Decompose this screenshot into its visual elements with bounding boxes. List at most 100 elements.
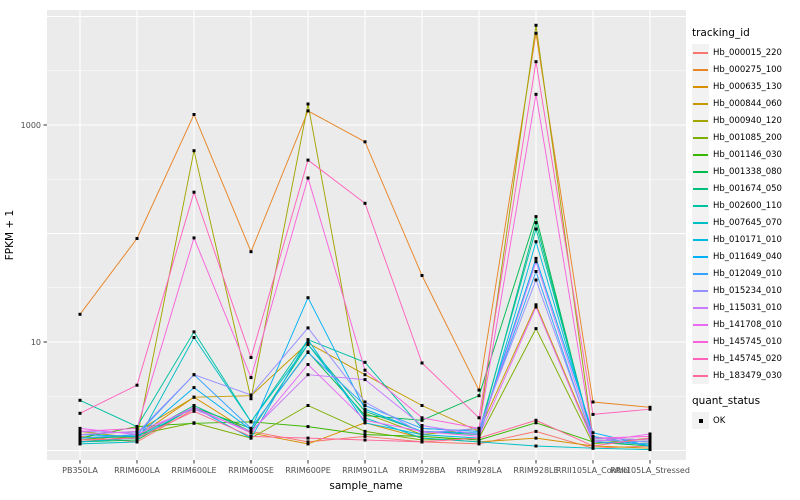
x-tick-label: RRIM600LE	[171, 466, 216, 475]
x-tick-label: RRIM928BA	[399, 466, 446, 475]
data-point	[135, 440, 139, 444]
data-point	[648, 436, 652, 440]
data-point	[363, 368, 367, 372]
data-point	[363, 400, 367, 404]
data-point	[534, 421, 538, 425]
legend-label: Hb_010171_010	[713, 234, 782, 245]
data-point	[306, 436, 310, 440]
data-point	[306, 442, 310, 446]
data-point	[420, 440, 424, 444]
data-point	[477, 426, 481, 430]
data-point	[534, 256, 538, 260]
x-tick-label: RRII105LA_Control	[556, 466, 630, 475]
legend-item-Hb_141708_010: Hb_141708_010	[692, 316, 798, 333]
data-point	[306, 326, 310, 330]
data-point	[135, 438, 139, 442]
legend-label: Hb_000015_220	[713, 47, 782, 58]
data-point	[249, 397, 253, 401]
data-point	[648, 405, 652, 409]
data-point	[192, 336, 196, 339]
data-point	[192, 386, 196, 390]
legend-key-box	[692, 129, 709, 146]
data-point	[363, 433, 367, 437]
legend-label: Hb_000940_120	[713, 115, 782, 126]
data-point	[534, 444, 538, 448]
data-point	[249, 250, 253, 254]
data-point	[420, 436, 424, 440]
legend-key-box	[692, 299, 709, 316]
legend-key-line-icon	[693, 272, 708, 275]
data-point	[648, 442, 652, 446]
data-point	[135, 425, 139, 429]
legend-key-box	[692, 180, 709, 197]
data-point	[477, 429, 481, 433]
legend-item-Hb_183479_030: Hb_183479_030	[692, 367, 798, 384]
x-tick-label: RRIM600PE	[285, 466, 331, 475]
data-point	[78, 438, 82, 442]
legend-item-quant: OK	[692, 412, 798, 429]
data-point	[648, 434, 652, 438]
data-point	[591, 436, 595, 440]
legend-item-Hb_000635_130: Hb_000635_130	[692, 78, 798, 95]
data-point	[135, 431, 139, 435]
data-point	[306, 373, 310, 377]
data-point	[648, 448, 652, 452]
legend-key-line-icon	[693, 102, 708, 105]
legend-key-box	[692, 231, 709, 248]
legend-key-line-icon	[693, 221, 708, 224]
legend-key-line-icon	[693, 306, 708, 309]
data-points	[78, 23, 652, 452]
data-point	[591, 434, 595, 438]
legend-item-Hb_000844_060: Hb_000844_060	[692, 95, 798, 112]
legend-items: Hb_000015_220 Hb_000275_100 Hb_000635_130 H…	[692, 44, 798, 384]
data-point	[534, 327, 538, 331]
data-point	[363, 360, 367, 364]
data-point	[591, 412, 595, 416]
data-point	[249, 429, 253, 433]
legend-item-Hb_000940_120: Hb_000940_120	[692, 112, 798, 129]
data-point	[306, 158, 310, 162]
y-tick-labels: 10 1000	[21, 121, 41, 347]
panel-background	[47, 10, 686, 460]
data-point	[648, 438, 652, 442]
x-axis-title: sample_name	[329, 480, 402, 492]
y-tick-label: 10	[31, 338, 41, 347]
data-point	[534, 240, 538, 244]
data-point	[192, 113, 196, 116]
data-point	[306, 176, 310, 180]
data-point	[306, 351, 310, 354]
data-point	[420, 426, 424, 430]
data-point	[591, 400, 595, 404]
legend-key-line-icon	[693, 119, 708, 122]
legend-label: Hb_001674_050	[713, 183, 782, 194]
data-point	[78, 426, 82, 430]
legend-key-line-icon	[693, 289, 708, 292]
legend-key-line-icon	[693, 357, 708, 360]
data-point	[249, 356, 253, 359]
legend-key-line-icon	[693, 374, 708, 377]
data-point	[249, 393, 253, 397]
data-point	[534, 303, 538, 307]
data-point	[363, 201, 367, 205]
legend-item-Hb_000275_100: Hb_000275_100	[692, 61, 798, 78]
legend-label: Hb_007645_070	[713, 217, 782, 228]
data-point	[135, 383, 139, 387]
legend-item-Hb_145745_010: Hb_145745_010	[692, 333, 798, 350]
data-point	[192, 149, 196, 153]
y-axis-title: FPKM + 1	[4, 210, 16, 260]
legend-item-Hb_001338_080: Hb_001338_080	[692, 163, 798, 180]
data-point	[135, 436, 139, 440]
data-point	[192, 409, 196, 413]
quant-status-section: quant_status OK	[692, 395, 798, 429]
point-marker-icon	[698, 418, 703, 423]
legend-key-box	[692, 282, 709, 299]
data-point	[78, 442, 82, 446]
data-point	[420, 433, 424, 437]
data-point	[135, 434, 139, 438]
legend-key-line-icon	[693, 136, 708, 139]
legend-key-line-icon	[693, 187, 708, 190]
x-tick-label: RRIM928LE	[513, 466, 558, 475]
data-point	[306, 102, 310, 106]
data-point	[420, 438, 424, 442]
data-point	[306, 296, 310, 300]
